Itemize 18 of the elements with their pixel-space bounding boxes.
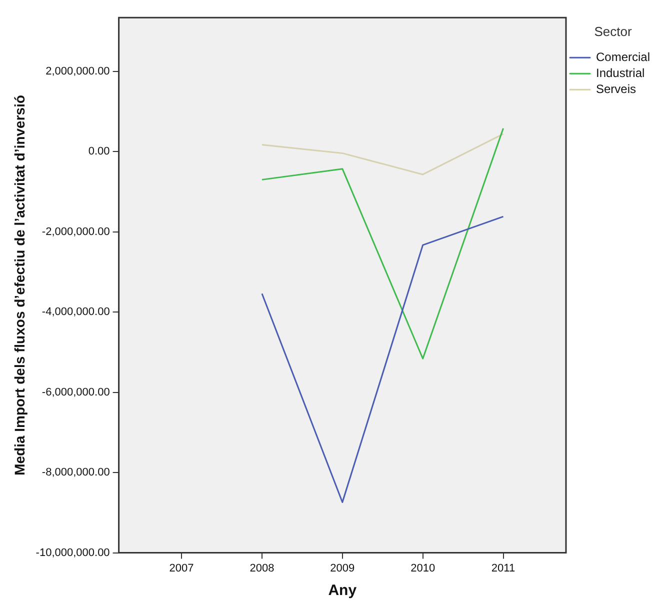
legend-label: Comercial <box>596 50 650 64</box>
x-tick-label: 2011 <box>491 562 516 574</box>
x-tick-label: 2008 <box>250 562 274 574</box>
y-tick-label: -2,000,000.00 <box>42 226 110 238</box>
y-tick-label: 2,000,000.00 <box>46 65 110 78</box>
legend-label: Industrial <box>596 66 645 80</box>
legend-label: Serveis <box>596 82 636 96</box>
x-tick-label: 2009 <box>330 562 355 574</box>
y-axis-title: Media Import dels fluxos d’efectiu de l’activitat d’inversió <box>11 94 28 476</box>
y-tick-label: 0.00 <box>88 146 110 158</box>
x-tick-label: 2007 <box>169 562 194 574</box>
y-tick-label: -8,000,000.00 <box>42 466 110 479</box>
y-tick-label: -6,000,000.00 <box>42 386 110 398</box>
x-tick-label: 2010 <box>410 562 436 574</box>
x-axis-title: Any <box>328 582 358 600</box>
legend-title: Sector <box>594 24 632 40</box>
y-tick-label: -10,000,000.00 <box>36 546 110 559</box>
y-tick-label: -4,000,000.00 <box>42 306 110 318</box>
